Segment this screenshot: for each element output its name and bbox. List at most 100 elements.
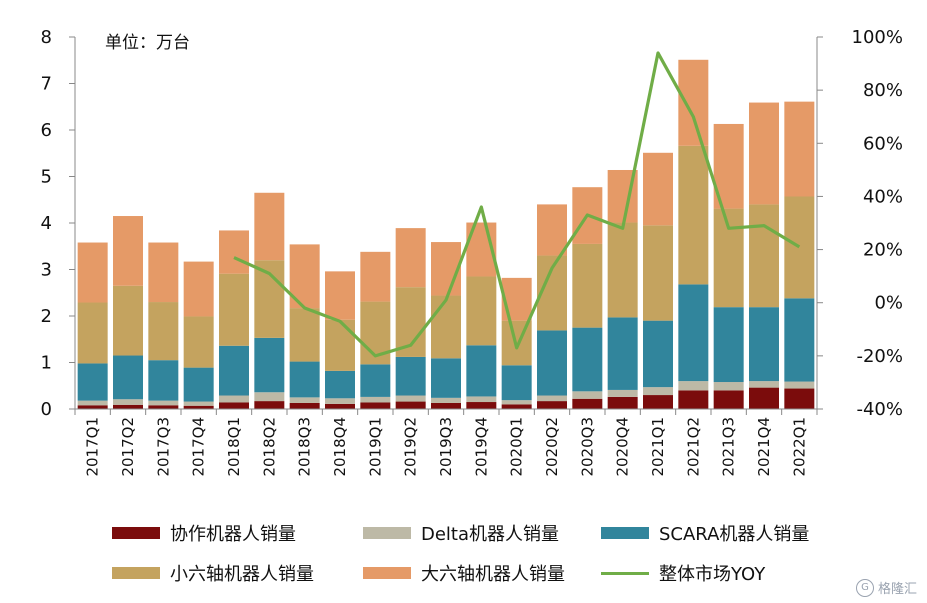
bar-2019Q1-s2 (360, 364, 391, 397)
x-tick-label: 2018Q2 (260, 417, 278, 477)
bar-2020Q1-s1 (501, 400, 532, 405)
bar-2020Q1-s0 (501, 404, 532, 409)
bar-2021Q1-s1 (643, 387, 673, 396)
bar-2017Q2-s2 (113, 355, 143, 400)
unit-label: 单位：万台 (105, 33, 190, 53)
x-tick-label: 2021Q1 (649, 417, 667, 477)
bar-2017Q4-s1 (183, 401, 214, 406)
y-left-tick-label: 7 (41, 74, 52, 95)
y-right-tick-label: 40% (863, 186, 903, 207)
y-left-tick-label: 8 (41, 27, 52, 48)
bar-2018Q1-s3 (219, 273, 249, 346)
x-tick-label: 2017Q1 (84, 417, 102, 477)
bar-2018Q2-s1 (254, 392, 285, 402)
x-tick-label: 2019Q1 (366, 417, 384, 477)
x-tick-label: 2020Q2 (543, 417, 561, 477)
y-left-tick-label: 4 (41, 213, 52, 234)
bar-2020Q4-s1 (607, 389, 638, 397)
bar-2018Q1-s0 (219, 402, 249, 409)
bar-2019Q3-s3 (431, 295, 461, 359)
bar-2017Q1-s2 (77, 363, 108, 401)
bar-2018Q1-s2 (219, 345, 249, 396)
y-left-tick-label: 5 (41, 167, 52, 188)
bar-2022Q1-s4 (784, 101, 815, 197)
bar-2020Q4-s3 (607, 222, 638, 318)
bar-2021Q1-s0 (643, 395, 673, 409)
watermark-text: 格隆汇 (877, 582, 917, 597)
bar-2022Q1-s3 (784, 196, 815, 299)
bar-2017Q3-s0 (148, 405, 179, 409)
bar-2017Q2-s3 (113, 285, 143, 356)
bar-2019Q2-s2 (395, 356, 426, 396)
bar-2018Q4-s2 (325, 370, 355, 399)
y-right-tick-label: 0% (874, 293, 903, 314)
axes-layer: 0 1 2 3 4 5 6 7 8 -40% -20% 0% 20% 40% 60% 80% 100% 2017Q… (41, 27, 903, 477)
bar-2021Q3-s0 (713, 390, 744, 409)
bar-2019Q3-s0 (431, 402, 461, 409)
x-tick-label: 2018Q4 (331, 417, 349, 477)
bar-2019Q2-s0 (395, 401, 426, 409)
bar-2019Q3-s1 (431, 397, 461, 403)
bar-2019Q2-s1 (395, 395, 426, 402)
bar-2019Q3-s4 (431, 242, 461, 296)
x-tick-label: 2018Q3 (296, 417, 314, 477)
x-tick-label: 2020Q3 (578, 417, 596, 477)
bar-2018Q4-s4 (325, 271, 355, 320)
bar-2018Q4-s1 (325, 398, 355, 404)
x-tick-label: 2021Q4 (755, 417, 773, 477)
y-left-tick-label: 3 (41, 260, 52, 281)
x-tick-label: 2017Q2 (119, 417, 137, 477)
x-tick-label: 2020Q4 (614, 417, 632, 477)
bar-2021Q3-s1 (713, 382, 744, 391)
bar-2017Q2-s4 (113, 216, 143, 286)
bar-2017Q1-s1 (77, 400, 108, 406)
bar-2021Q2-s0 (678, 390, 709, 409)
bar-2019Q1-s0 (360, 402, 391, 409)
bar-2021Q2-s3 (678, 145, 709, 285)
bar-2019Q4-s1 (466, 396, 497, 403)
bar-2017Q1-s3 (77, 302, 108, 364)
y-left-tick-label: 0 (41, 399, 52, 420)
bar-2020Q2-s0 (537, 401, 567, 409)
bar-2021Q3-s2 (713, 307, 744, 383)
bar-2020Q1-s4 (501, 277, 532, 321)
bar-2018Q1-s4 (219, 230, 249, 274)
x-tick-label: 2021Q3 (720, 417, 738, 477)
bar-2017Q4-s3 (183, 316, 214, 368)
bars-layer (77, 59, 815, 409)
bar-2021Q2-s2 (678, 284, 709, 382)
y-right-tick-label: 100% (852, 27, 903, 48)
bar-2018Q3-s2 (289, 361, 320, 398)
bar-2022Q1-s1 (784, 381, 815, 389)
bar-2017Q3-s2 (148, 360, 179, 401)
bar-2018Q2-s0 (254, 401, 285, 409)
bar-2020Q4-s0 (607, 396, 638, 409)
bar-2019Q1-s1 (360, 396, 391, 403)
bar-2019Q2-s4 (395, 228, 426, 288)
bar-2021Q2-s1 (678, 381, 709, 391)
bar-2021Q4-s3 (749, 204, 779, 308)
bar-2021Q4-s1 (749, 381, 779, 388)
bar-2017Q4-s0 (183, 405, 214, 409)
bar-2018Q2-s2 (254, 337, 285, 393)
y-left-tick-label: 6 (41, 120, 52, 141)
x-tick-label: 2020Q1 (508, 417, 526, 477)
bar-2020Q2-s4 (537, 204, 567, 256)
x-tick-label: 2021Q2 (684, 417, 702, 477)
bar-2017Q1-s0 (77, 405, 108, 409)
x-tick-label: 2019Q4 (472, 417, 490, 477)
bar-2021Q4-s2 (749, 307, 779, 382)
bar-2022Q1-s0 (784, 388, 815, 409)
bar-2017Q3-s3 (148, 302, 179, 361)
bar-2020Q4-s2 (607, 317, 638, 390)
bar-2018Q3-s1 (289, 397, 320, 403)
bar-2022Q1-s2 (784, 298, 815, 382)
bar-2021Q4-s4 (749, 102, 779, 205)
watermark-logo-icon: G (855, 578, 874, 597)
bar-2021Q2-s4 (678, 59, 709, 146)
watermark: G 格隆汇 (855, 578, 917, 597)
yoy-line-layer (233, 51, 801, 358)
bar-2019Q1-s4 (360, 251, 391, 302)
bar-2019Q4-s3 (466, 276, 497, 346)
